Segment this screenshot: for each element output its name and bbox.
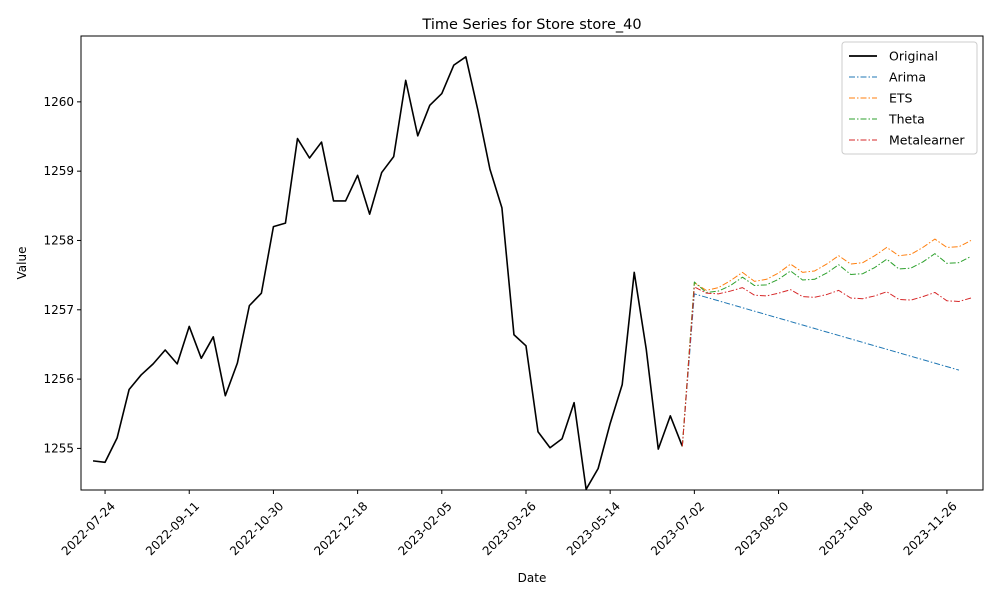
legend-label-ets: ETS <box>889 91 913 106</box>
legend-label-original: Original <box>889 49 938 64</box>
legend-label-metalearner: Metalearner <box>889 133 965 148</box>
plot-background <box>81 36 983 490</box>
x-tick-label: 2023-05-14 <box>564 499 623 558</box>
series-line-arima <box>681 293 960 447</box>
y-tick-label: 1260 <box>43 95 74 109</box>
x-tick-label: 2023-02-05 <box>395 499 454 558</box>
series-line-ets <box>681 238 972 447</box>
y-axis-label: Value <box>15 247 29 280</box>
series-line-theta <box>681 253 972 447</box>
x-tick-label: 2022-09-11 <box>143 499 202 558</box>
x-tick-label: 2023-07-02 <box>648 499 707 558</box>
legend-label-arima: Arima <box>889 70 926 85</box>
y-tick-label: 1258 <box>43 233 74 247</box>
series-line-original <box>92 55 684 491</box>
y-tick-label: 1256 <box>43 372 74 386</box>
x-axis-label: Date <box>518 571 547 585</box>
x-tick-label: 2022-07-24 <box>59 499 118 558</box>
y-tick-label: 1255 <box>43 441 74 455</box>
x-tick-label: 2023-10-08 <box>816 499 875 558</box>
y-axis: 1255 1256 1257 1258 1259 1260 <box>43 95 81 455</box>
legend: Original Arima ETS Theta Metalearner <box>841 41 978 155</box>
x-tick-label: 2022-10-30 <box>227 499 286 558</box>
x-tick-label: 2023-03-26 <box>480 499 539 558</box>
series-layer <box>92 55 972 491</box>
x-tick-label: 2023-08-20 <box>732 499 791 558</box>
series-line-metalearner <box>681 286 972 447</box>
legend-label-theta: Theta <box>888 112 925 127</box>
chart-title: Time Series for Store store_40 <box>421 17 641 33</box>
y-tick-label: 1257 <box>43 303 74 317</box>
x-tick-label: 2023-11-26 <box>901 499 960 558</box>
plot-frame <box>80 35 984 491</box>
x-axis: 2022-07-24 2022-09-11 2022-10-30 2022-12-18… <box>59 490 960 558</box>
y-tick-label: 1259 <box>43 164 74 178</box>
x-tick-label: 2022-12-18 <box>311 499 370 558</box>
legend-box <box>841 41 978 155</box>
